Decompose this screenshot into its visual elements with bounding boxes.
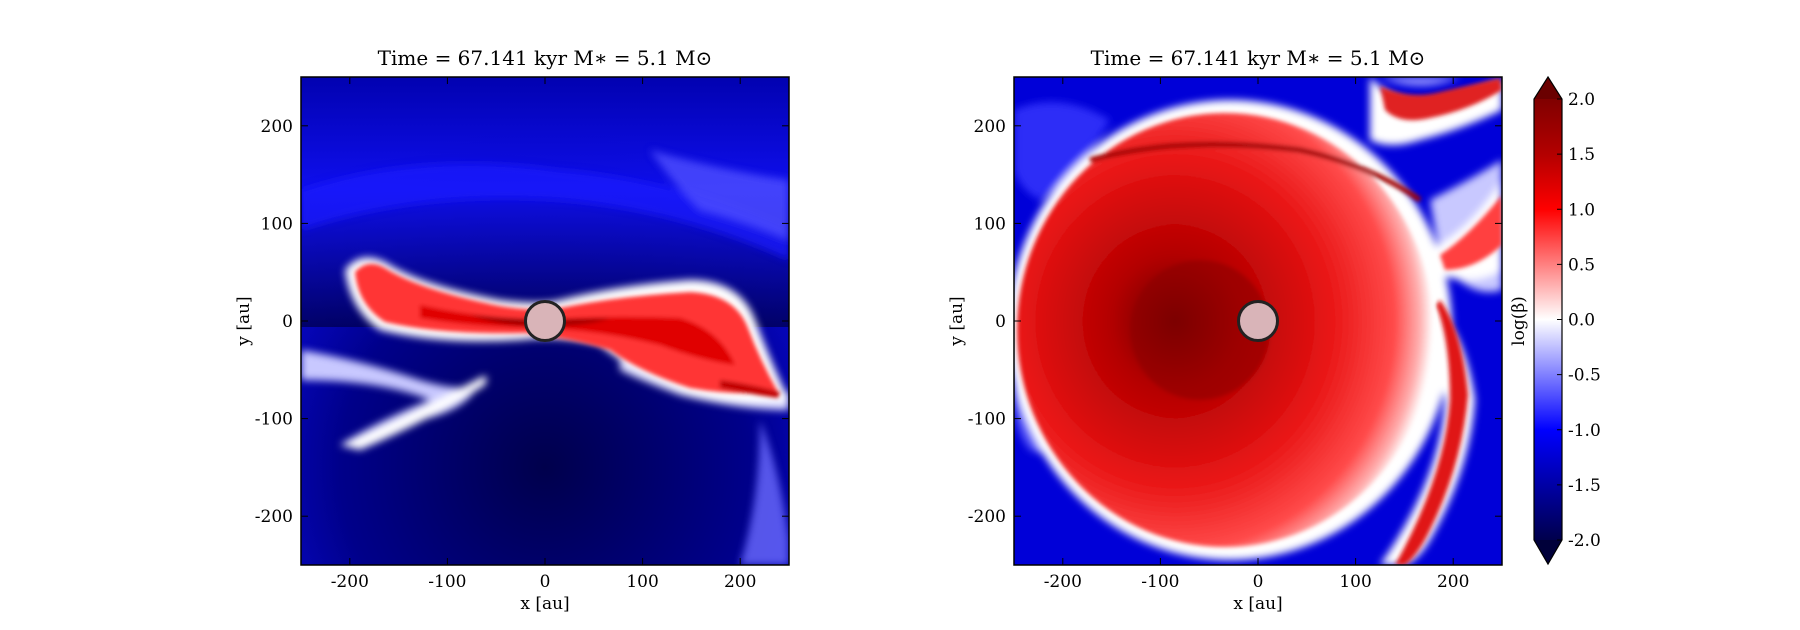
left-panel: Time = 67.141 kyr M∗ = 5.1 M⊙ [234,46,790,614]
left-x-axis-label: x [au] [520,594,569,614]
colorbar-tick-label: 0.5 [1568,255,1595,275]
right-panel-title: Time = 67.141 kyr M∗ = 5.1 M⊙ [1091,46,1426,70]
right-ticks: -200 -100 0 100 200 200 100 0 -100 -200 [968,77,1502,592]
left-ytick-label: 100 [261,214,293,234]
colorbar: 2.0 1.5 1.0 0.5 0.0 -0.5 -1.0 -1.5 -2.0 … [1509,75,1601,566]
colorbar-extend-high [1534,77,1562,99]
right-ytick-label: -100 [968,410,1006,430]
right-xtick-label: -100 [1141,572,1179,592]
right-y-axis-label: y [au] [947,296,967,346]
left-ytick-label: -100 [255,410,293,430]
left-xtick-label: 200 [724,572,756,592]
left-panel-title: Time = 67.141 kyr M∗ = 5.1 M⊙ [378,46,713,70]
colorbar-label: log(β) [1509,296,1529,346]
left-xtick-label: 0 [540,572,551,592]
left-ytick-label: 200 [261,117,293,137]
colorbar-tick-label: -0.5 [1568,366,1601,386]
right-ytick-label: -200 [968,507,1006,527]
right-x-axis-label: x [au] [1233,594,1282,614]
left-ytick-label: 0 [282,312,293,332]
colorbar-tick-label: -1.5 [1568,476,1601,496]
right-star-marker [1237,300,1279,342]
left-ticks: -200 -100 0 100 200 200 100 0 -100 -200 [255,77,789,592]
colorbar-tick-label: 2.0 [1568,90,1595,110]
left-star-marker [524,300,566,342]
right-ytick-label: 200 [974,117,1006,137]
colorbar-ticks: 2.0 1.5 1.0 0.5 0.0 -0.5 -1.0 -1.5 -2.0 [1557,90,1601,551]
right-ytick-label: 100 [974,214,1006,234]
colorbar-tick-label: 1.0 [1568,200,1595,220]
right-xtick-label: 0 [1253,572,1264,592]
left-ytick-label: -200 [255,507,293,527]
colorbar-tick-label: 1.5 [1568,145,1595,165]
right-xtick-label: 100 [1339,572,1371,592]
left-xtick-label: 100 [626,572,658,592]
left-heatmap [301,77,789,565]
left-xtick-label: -200 [331,572,369,592]
colorbar-extend-low [1534,540,1562,564]
left-xtick-label: -100 [428,572,466,592]
colorbar-tick-label: -1.0 [1568,421,1601,441]
right-ytick-label: 0 [995,312,1006,332]
colorbar-tick-label: 0.0 [1568,311,1595,331]
right-panel: Time = 67.141 kyr M∗ = 5.1 M⊙ [947,46,1503,614]
right-xtick-label: -200 [1044,572,1082,592]
right-xtick-label: 200 [1437,572,1469,592]
left-y-axis-label: y [au] [234,296,254,346]
colorbar-tick-label: -2.0 [1568,531,1601,551]
